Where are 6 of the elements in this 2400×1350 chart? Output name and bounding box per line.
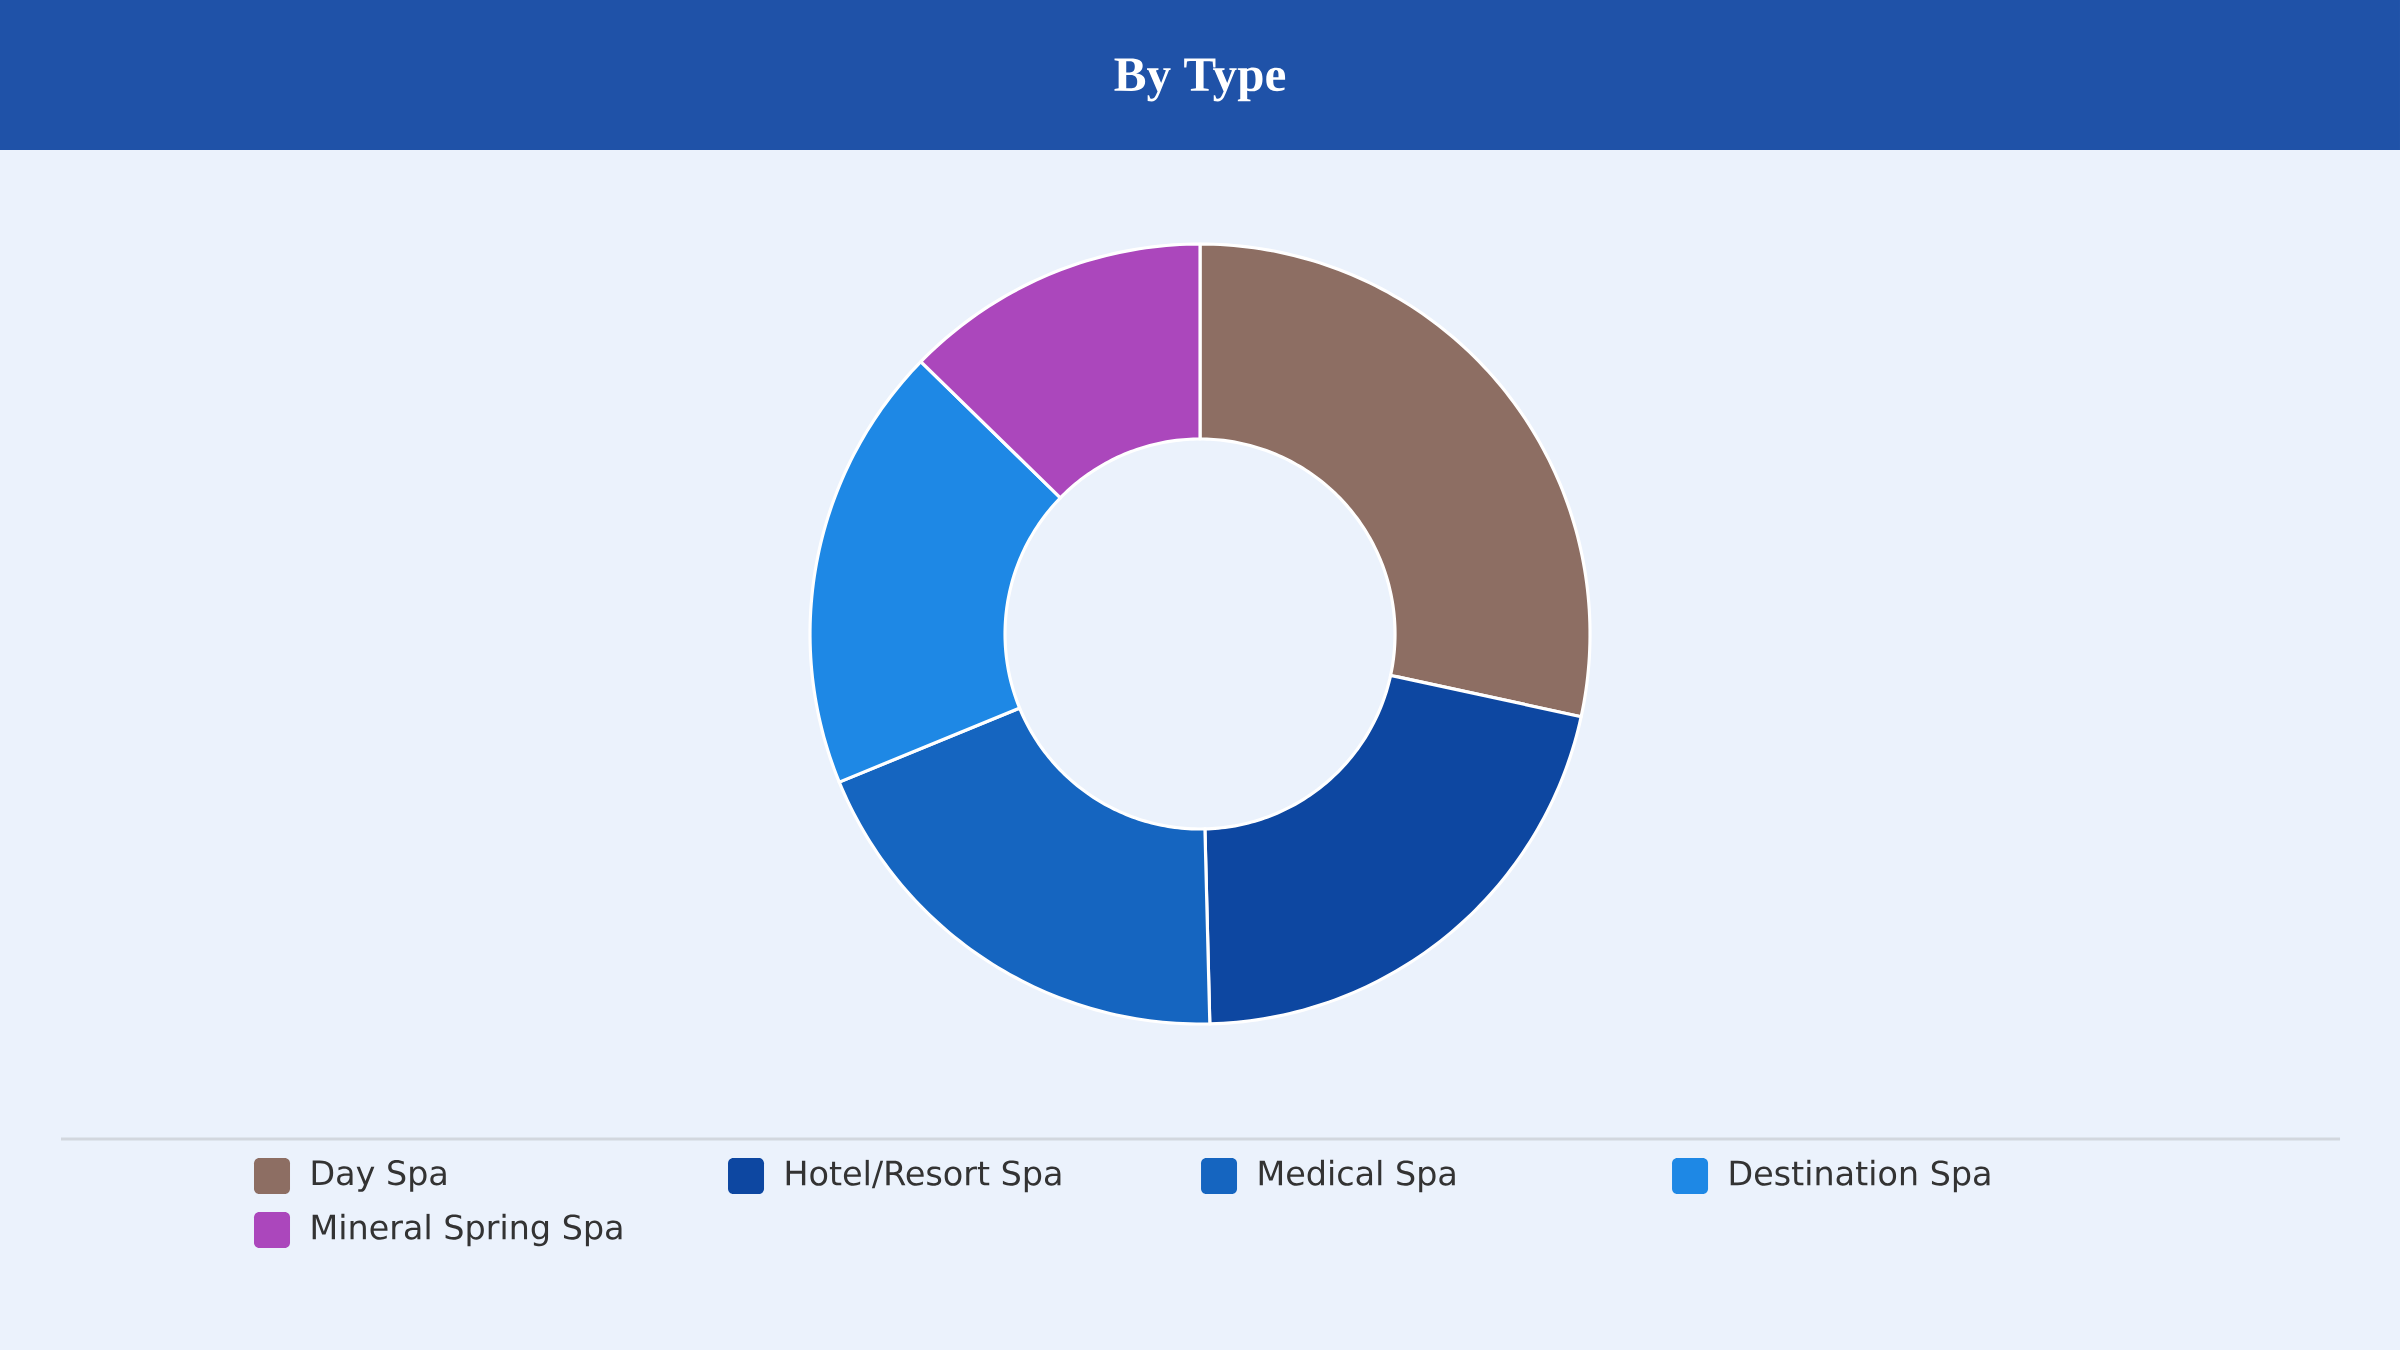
- legend-label: Destination Spa: [1730, 1159, 1990, 1193]
- legend-label: Hotel/Resort Spa: [786, 1159, 1061, 1193]
- legend-label: Medical Spa: [1259, 1159, 1455, 1193]
- legend-label: Mineral Spring Spa: [312, 1213, 622, 1247]
- legend-label: Day Spa: [312, 1160, 446, 1192]
- chart-title: By Type: [1114, 58, 1286, 102]
